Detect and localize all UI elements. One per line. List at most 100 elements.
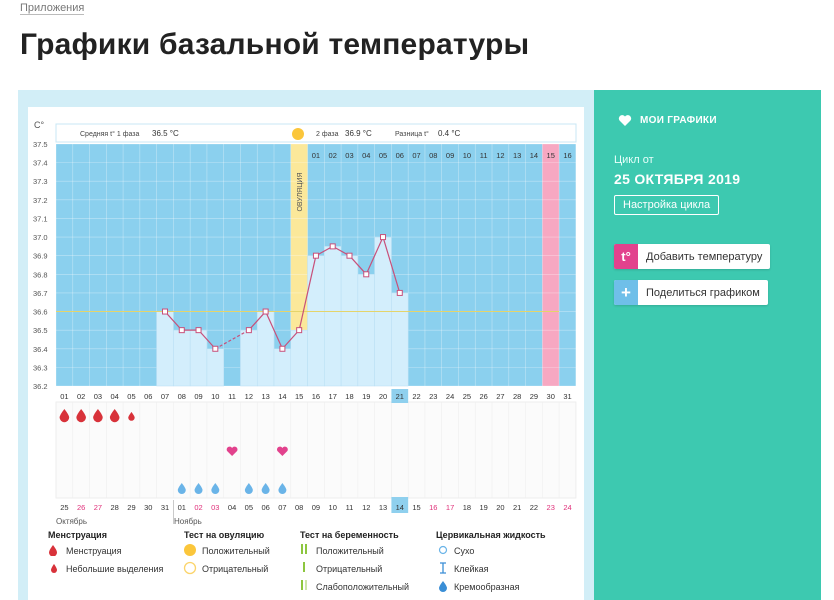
legend-pregnancy-weak: Слабоположительный: [316, 582, 410, 592]
date-label: 13: [379, 503, 387, 512]
date-label: 21: [513, 503, 521, 512]
temperature-bar: [307, 255, 325, 387]
temperature-point: [279, 345, 286, 352]
cycle-day-label: 15: [295, 392, 303, 401]
date-label: 16: [429, 503, 437, 512]
cycle-day-label: 19: [362, 392, 370, 401]
menstruation-drop-icon: [76, 409, 86, 423]
cervical-fluid-icon: [211, 483, 220, 494]
temperature-bar: [391, 292, 409, 387]
my-charts-title[interactable]: МОИ ГРАФИКИ: [640, 115, 717, 126]
phase2-day-label: 04: [362, 151, 370, 160]
legend-pregnancy-positive: Положительный: [316, 546, 384, 556]
legend-ovulation-positive: Положительный: [202, 546, 270, 556]
cervical-fluid-icon: [261, 483, 270, 494]
cycle-day-label: 02: [77, 392, 85, 401]
y-tick-label: 37.4: [33, 159, 48, 168]
today-date-highlight: [391, 497, 409, 513]
pregnancy-test-column: [542, 144, 560, 386]
temperature-bar: [324, 246, 342, 387]
cycle-day-label: 23: [429, 392, 437, 401]
y-tick-label: 36.9: [33, 252, 48, 261]
temperature-point: [346, 252, 353, 259]
legend-pregnancy-title: Тест на беременность: [300, 530, 399, 540]
date-label: 02: [194, 503, 202, 512]
phase2-day-label: 02: [329, 151, 337, 160]
light-discharge-drop-icon: [51, 564, 57, 573]
y-tick-label: 36.7: [33, 289, 48, 298]
date-label: 23: [547, 503, 555, 512]
legend-cervical-title: Цервикальная жидкость: [436, 530, 546, 540]
cycle-settings-button[interactable]: Настройка цикла: [614, 195, 720, 215]
y-unit: C°: [34, 120, 44, 130]
temperature-bar: [173, 329, 191, 387]
date-label: 22: [530, 503, 538, 512]
cycle-day-label: 30: [547, 392, 555, 401]
temperature-point: [363, 271, 370, 278]
date-label: 18: [463, 503, 471, 512]
temperature-segment: [298, 255, 317, 331]
temperature-bar: [290, 329, 308, 387]
date-label: 11: [346, 503, 354, 512]
cycle-day-label: 21: [396, 392, 404, 401]
temperature-bar: [206, 348, 224, 387]
temperature-segment: [248, 311, 267, 331]
cycle-label: Цикл от: [614, 154, 654, 166]
ovulation-positive-icon: [292, 128, 304, 140]
date-label: 24: [563, 503, 571, 512]
y-tick-label: 37.0: [33, 233, 48, 242]
temperature-segment: [265, 311, 283, 350]
phase2-day-label: 09: [446, 151, 454, 160]
date-label: 25: [60, 503, 68, 512]
temperature-segment: [164, 311, 183, 331]
share-chart-button[interactable]: + Поделиться графиком: [614, 280, 768, 305]
cycle-day-label: 27: [496, 392, 504, 401]
pregnancy-positive-icon: [301, 544, 307, 554]
pregnancy-weak-icon: [301, 580, 307, 590]
phase2-day-label: 16: [563, 151, 571, 160]
temperature-bar: [240, 329, 258, 387]
temperature-segment: [382, 236, 401, 294]
temperature-segment: [349, 255, 367, 275]
date-label: 14: [396, 503, 404, 512]
add-temperature-button[interactable]: t° Добавить температуру: [614, 244, 771, 269]
cycle-day-label: 26: [479, 392, 487, 401]
breadcrumb[interactable]: Приложения: [20, 2, 85, 15]
share-chart-label: Поделиться графиком: [646, 286, 760, 299]
cycle-day-label: 22: [412, 392, 420, 401]
cycle-day-label: 01: [60, 392, 68, 401]
cycle-day-label: 03: [94, 392, 102, 401]
date-label: 04: [228, 503, 236, 512]
date-label: 09: [312, 503, 320, 512]
y-tick-label: 36.5: [33, 326, 48, 335]
sticky-icon: [440, 562, 446, 574]
today-highlight: [391, 389, 409, 403]
cycle-day-label: 12: [245, 392, 253, 401]
cycle-day-label: 28: [513, 392, 521, 401]
menstruation-drop-icon: [93, 409, 103, 423]
y-tick-label: 37.2: [33, 196, 48, 205]
date-label: 31: [161, 503, 169, 512]
temperature-bar: [156, 311, 174, 387]
month-october: Октябрь: [56, 517, 87, 526]
legend-creamy: Кремообразная: [454, 582, 520, 592]
cervical-fluid-icon: [278, 483, 287, 494]
phase2-day-label: 11: [480, 151, 488, 160]
temperature-point: [329, 243, 336, 250]
y-tick-label: 37.3: [33, 177, 48, 186]
y-tick-label: 37.1: [33, 214, 48, 223]
light-discharge-drop-icon: [128, 412, 135, 421]
page-title: Графики базальной температуры: [20, 28, 530, 61]
diff-value: 0.4 °C: [438, 129, 461, 138]
date-label: 17: [446, 503, 454, 512]
temperature-segment: [215, 329, 250, 350]
cycle-day-label: 18: [345, 392, 353, 401]
date-label: 26: [77, 503, 85, 512]
phase2-value: 36.9 °C: [345, 129, 372, 138]
date-label: 20: [496, 503, 504, 512]
heart-icon: [618, 115, 632, 126]
date-label: 06: [261, 503, 269, 512]
y-tick-label: 37.5: [33, 140, 48, 149]
legend-light-discharge: Небольшие выделения: [66, 564, 164, 574]
y-tick-label: 36.3: [33, 363, 48, 372]
